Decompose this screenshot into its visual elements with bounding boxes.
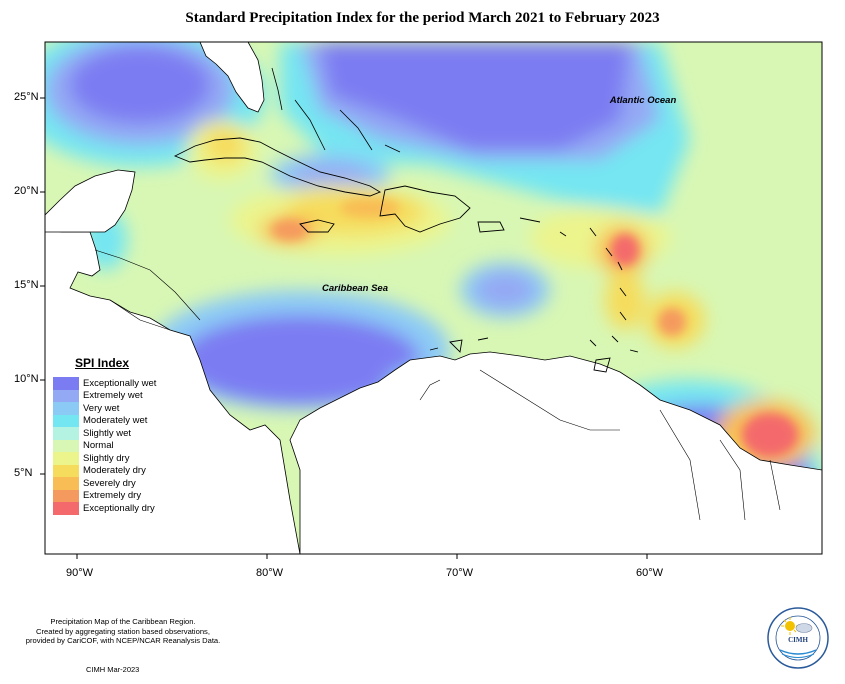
spi-field xyxy=(45,42,822,554)
caribbean-sea-label: Caribbean Sea xyxy=(322,283,388,294)
legend-swatch xyxy=(53,464,79,477)
legend-item: Moderately wet xyxy=(53,414,188,427)
legend-swatch xyxy=(53,427,79,440)
atlantic-ocean-label: Atlantic Ocean xyxy=(609,95,677,106)
land xyxy=(45,42,822,554)
legend-item: Severely dry xyxy=(53,477,188,490)
legend-swatch xyxy=(53,477,79,490)
legend-label: Extremely wet xyxy=(83,390,143,402)
y-tick-20n: 20°N xyxy=(14,185,39,197)
legend-label: Normal xyxy=(83,440,114,452)
legend-item: Extremely dry xyxy=(53,489,188,502)
x-tick-90w: 90°W xyxy=(66,567,94,579)
legend-swatch xyxy=(53,402,79,415)
legend-item: Extremely wet xyxy=(53,389,188,402)
legend-item: Very wet xyxy=(53,402,188,415)
logo-text: CIMH xyxy=(788,636,808,644)
legend-item: Exceptionally wet xyxy=(53,377,188,390)
cimh-logo: CIMH xyxy=(767,607,829,669)
footnote: Precipitation Map of the Caribbean Regio… xyxy=(18,617,228,646)
footnote-line: Precipitation Map of the Caribbean Regio… xyxy=(50,617,196,626)
legend-swatch xyxy=(53,377,79,390)
spi-legend: SPI Index Exceptionally wet Extremely wet… xyxy=(53,356,188,515)
legend-label: Very wet xyxy=(83,402,120,414)
legend-label: Moderately wet xyxy=(83,415,148,427)
x-tick-80w: 80°W xyxy=(256,567,284,579)
legend-item: Normal xyxy=(53,439,188,452)
x-tick-60w: 60°W xyxy=(636,567,664,579)
legend-item: Moderately dry xyxy=(53,464,188,477)
legend-label: Slightly dry xyxy=(83,452,130,464)
map-title: Standard Precipitation Index for the per… xyxy=(185,10,660,26)
footnote-line: provided by CariCOF, with NCEP/NCAR Rean… xyxy=(25,636,221,646)
legend-swatch xyxy=(53,452,79,465)
legend-item: Slightly dry xyxy=(53,452,188,465)
y-tick-15n: 15°N xyxy=(14,279,39,291)
map-frame xyxy=(44,41,823,555)
legend-label: Severely dry xyxy=(83,477,136,489)
y-tick-5n: 5°N xyxy=(14,467,33,479)
x-tick-70w: 70°W xyxy=(446,567,474,579)
footnote-line: Created by aggregating station based obs… xyxy=(36,626,210,636)
legend-item: Exceptionally dry xyxy=(53,502,188,515)
legend-swatch xyxy=(53,502,79,515)
sun-cloud-icon xyxy=(781,617,813,635)
legend-swatch xyxy=(53,489,79,502)
legend-title: SPI Index xyxy=(75,356,130,370)
legend-swatch xyxy=(53,389,79,402)
legend-label: Slightly wet xyxy=(83,427,132,439)
legend-label: Exceptionally wet xyxy=(83,377,157,389)
credit: CIMH Mar-2023 xyxy=(86,665,140,674)
legend-label: Exceptionally dry xyxy=(83,502,155,514)
islands xyxy=(173,67,639,373)
legend-swatch xyxy=(53,414,79,427)
legend-item: Slightly wet xyxy=(53,427,188,440)
legend-label: Extremely dry xyxy=(83,490,142,502)
legend-swatch xyxy=(53,439,79,452)
legend-label: Moderately dry xyxy=(83,465,146,477)
y-tick-25n: 25°N xyxy=(14,91,39,103)
y-tick-10n: 10°N xyxy=(14,373,39,385)
